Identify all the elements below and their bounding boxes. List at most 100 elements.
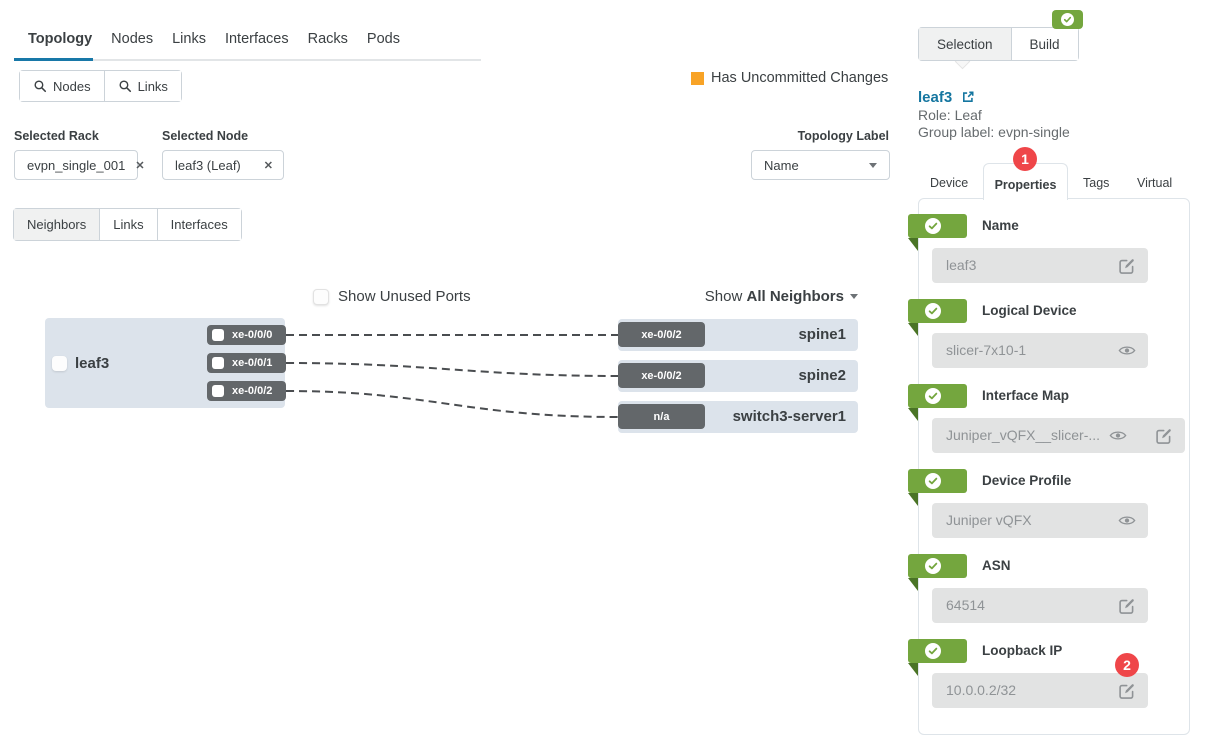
tab-topology[interactable]: Topology bbox=[28, 31, 93, 47]
uncommitted-changes-icon bbox=[691, 72, 704, 85]
property-label: ASN bbox=[982, 558, 1011, 573]
ribbon-fold bbox=[908, 493, 918, 506]
view-tab-group: Neighbors Links Interfaces bbox=[13, 208, 242, 241]
link-line-switch3 bbox=[285, 390, 619, 418]
edit-icon[interactable] bbox=[1118, 257, 1136, 275]
eye-icon[interactable] bbox=[1109, 429, 1127, 447]
check-icon bbox=[925, 303, 941, 319]
ribbon-fold bbox=[908, 408, 918, 421]
property-field-name: leaf3 bbox=[932, 248, 1148, 283]
ribbon-fold bbox=[908, 663, 918, 676]
properties-count-badge: 1 bbox=[1013, 147, 1037, 171]
search-icon bbox=[34, 80, 47, 93]
property-value: 64514 bbox=[946, 597, 985, 613]
uncommitted-changes-label: Has Uncommitted Changes bbox=[711, 70, 889, 86]
neighbor-name: spine2 bbox=[798, 367, 846, 384]
main-tab-bar: Topology Nodes Links Interfaces Racks Po… bbox=[28, 31, 400, 53]
selected-node-label: Selected Node bbox=[162, 129, 249, 143]
status-ribbon bbox=[908, 639, 967, 663]
property-value: 10.0.0.2/32 bbox=[946, 682, 1017, 698]
detail-tab-virtual[interactable]: Virtual bbox=[1137, 176, 1173, 190]
active-tab-underline bbox=[14, 58, 93, 61]
neighbor-row[interactable]: n/a switch3-server1 bbox=[618, 401, 858, 433]
neighbor-row[interactable]: xe-0/0/2 spine1 bbox=[618, 319, 858, 351]
edit-icon[interactable] bbox=[1118, 682, 1136, 700]
search-icon bbox=[119, 80, 131, 93]
node-role-text: Role: Leaf bbox=[918, 107, 982, 123]
edit-icon[interactable] bbox=[1155, 427, 1173, 445]
neighbor-port-chip: xe-0/0/2 bbox=[618, 363, 705, 388]
property-field-asn: 64514 bbox=[932, 588, 1148, 623]
port-chip[interactable]: xe-0/0/0 bbox=[207, 325, 286, 345]
edit-icon[interactable] bbox=[1118, 597, 1136, 615]
tab-pods[interactable]: Pods bbox=[366, 31, 400, 47]
neighbor-row[interactable]: xe-0/0/2 spine2 bbox=[618, 360, 858, 392]
status-ribbon bbox=[908, 554, 967, 578]
status-ribbon bbox=[908, 299, 967, 323]
search-links-button[interactable]: Links bbox=[104, 71, 181, 101]
external-link-icon bbox=[963, 91, 974, 103]
node-group-label-text: Group label: evpn-single bbox=[918, 124, 1070, 140]
panel-tab-selection[interactable]: Selection bbox=[919, 28, 1012, 60]
ribbon-fold bbox=[908, 323, 918, 336]
status-ribbon bbox=[908, 384, 967, 408]
check-icon bbox=[925, 558, 941, 574]
build-ok-badge bbox=[1052, 10, 1083, 29]
status-ribbon bbox=[908, 214, 967, 238]
property-field-interface-map: Juniper_vQFX__slicer-... bbox=[932, 418, 1185, 453]
port-label: xe-0/0/2 bbox=[232, 385, 273, 397]
search-button-group: Nodes Links bbox=[19, 70, 182, 102]
topology-label-value: Name bbox=[764, 157, 799, 173]
port-label: xe-0/0/1 bbox=[232, 357, 273, 369]
detail-tab-tags[interactable]: Tags bbox=[1083, 176, 1110, 190]
show-neighbors-value: All Neighbors bbox=[746, 288, 844, 305]
loopback-count-badge: 2 bbox=[1115, 653, 1139, 677]
selected-node-link-text: leaf3 bbox=[918, 89, 953, 106]
show-neighbors-dropdown[interactable]: Show All Neighbors bbox=[600, 288, 858, 305]
show-unused-ports-checkbox[interactable] bbox=[313, 289, 329, 305]
property-label: Logical Device bbox=[982, 303, 1077, 318]
node-leaf3-checkbox[interactable] bbox=[52, 356, 67, 371]
tab-racks[interactable]: Racks bbox=[307, 31, 348, 47]
selected-node-value: leaf3 (Leaf) bbox=[175, 157, 241, 173]
eye-icon[interactable] bbox=[1118, 344, 1136, 362]
property-label: Name bbox=[982, 218, 1019, 233]
port-chip[interactable]: xe-0/0/2 bbox=[207, 381, 286, 401]
property-label: Device Profile bbox=[982, 473, 1072, 488]
panel-tab-build[interactable]: Build bbox=[1011, 28, 1078, 60]
link-line-spine2 bbox=[285, 362, 619, 377]
neighbor-name: switch3-server1 bbox=[732, 408, 846, 425]
detail-tab-device[interactable]: Device bbox=[930, 176, 969, 190]
tab-nodes[interactable]: Nodes bbox=[111, 31, 154, 47]
view-tab-interfaces[interactable]: Interfaces bbox=[157, 209, 241, 240]
neighbor-port-chip: n/a bbox=[618, 404, 705, 429]
clear-rack-icon[interactable]: ✕ bbox=[135, 159, 145, 172]
port-checkbox[interactable] bbox=[212, 357, 224, 369]
show-neighbors-prefix: Show bbox=[704, 288, 743, 305]
view-tab-links[interactable]: Links bbox=[100, 209, 158, 240]
topology-label-dropdown[interactable]: Name bbox=[751, 150, 890, 180]
eye-icon[interactable] bbox=[1118, 514, 1136, 532]
tab-interfaces[interactable]: Interfaces bbox=[224, 31, 289, 47]
port-checkbox[interactable] bbox=[212, 385, 224, 397]
view-tab-neighbors[interactable]: Neighbors bbox=[14, 209, 101, 240]
property-value: leaf3 bbox=[946, 257, 977, 273]
property-value: slicer-7x10-1 bbox=[946, 342, 1027, 358]
search-nodes-button[interactable]: Nodes bbox=[20, 71, 105, 101]
port-chip[interactable]: xe-0/0/1 bbox=[207, 353, 286, 373]
port-checkbox[interactable] bbox=[212, 329, 224, 341]
selected-rack-label: Selected Rack bbox=[14, 129, 99, 143]
ribbon-fold bbox=[908, 578, 918, 591]
selected-node-link[interactable]: leaf3 bbox=[918, 89, 975, 106]
status-ribbon bbox=[908, 469, 967, 493]
selected-node-chip[interactable]: leaf3 (Leaf) ✕ bbox=[162, 150, 284, 180]
check-icon bbox=[925, 388, 941, 404]
check-icon bbox=[925, 643, 941, 659]
tab-links[interactable]: Links bbox=[172, 31, 206, 47]
selected-rack-chip[interactable]: evpn_single_001 ✕ bbox=[14, 150, 145, 180]
property-value: Juniper_vQFX__slicer-... bbox=[946, 427, 1101, 443]
tab-underline-track bbox=[14, 59, 481, 61]
caret-down-icon bbox=[850, 294, 858, 299]
clear-node-icon[interactable]: ✕ bbox=[263, 159, 273, 172]
